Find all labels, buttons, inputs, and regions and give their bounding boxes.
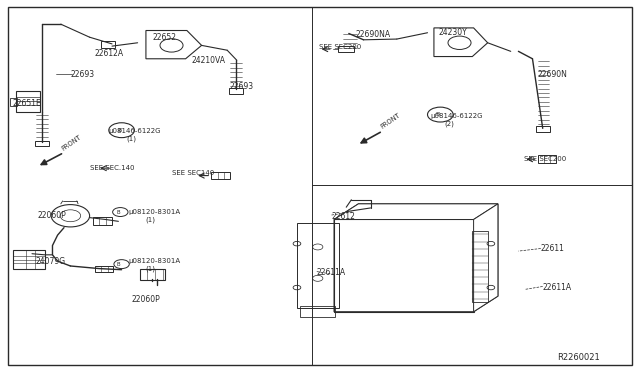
- Text: µ08146-6122G: µ08146-6122G: [430, 113, 483, 119]
- Bar: [536, 126, 550, 132]
- Bar: [35, 141, 49, 146]
- Text: SEE SEC.140: SEE SEC.140: [90, 165, 134, 171]
- Bar: [140, 269, 165, 280]
- Text: 24079G: 24079G: [35, 257, 65, 266]
- Text: FRONT: FRONT: [380, 112, 401, 130]
- Text: 22611: 22611: [541, 244, 564, 253]
- Bar: [16, 91, 40, 112]
- Text: 22611A: 22611A: [317, 268, 346, 277]
- Bar: [13, 250, 45, 269]
- Text: µ08120-8301A: µ08120-8301A: [128, 258, 180, 264]
- Polygon shape: [334, 204, 498, 219]
- Text: µ08146-6122G: µ08146-6122G: [109, 128, 161, 134]
- Bar: [95, 266, 113, 272]
- Text: SEE SEC200: SEE SEC200: [319, 44, 361, 50]
- Bar: [538, 155, 556, 163]
- Text: 22612A: 22612A: [94, 49, 124, 58]
- Text: 22690N: 22690N: [538, 70, 568, 79]
- Text: (1): (1): [145, 265, 156, 272]
- Text: B: B: [436, 112, 440, 117]
- Text: 22060P: 22060P: [131, 295, 160, 304]
- Text: 22060P: 22060P: [37, 211, 66, 220]
- Bar: [10, 98, 17, 106]
- Text: 22693: 22693: [229, 82, 253, 91]
- Text: (2): (2): [445, 120, 454, 127]
- Text: B: B: [116, 262, 120, 267]
- Bar: [334, 219, 474, 312]
- Bar: [93, 217, 112, 225]
- Text: 22652: 22652: [152, 33, 177, 42]
- Bar: [297, 223, 339, 308]
- Text: 22611A: 22611A: [543, 283, 572, 292]
- Text: FRONT: FRONT: [61, 134, 83, 152]
- Text: 24230Y: 24230Y: [438, 28, 467, 37]
- Text: B: B: [117, 128, 122, 133]
- Text: (1): (1): [126, 135, 136, 142]
- Text: 22690NA: 22690NA: [355, 30, 390, 39]
- Bar: [338, 46, 354, 52]
- Text: (1): (1): [145, 216, 156, 223]
- Text: 22612: 22612: [332, 212, 355, 221]
- Bar: [101, 41, 115, 48]
- Text: B: B: [116, 209, 120, 215]
- Text: µ08120-8301A: µ08120-8301A: [128, 209, 180, 215]
- Text: SEE SEC200: SEE SEC200: [524, 156, 566, 162]
- Polygon shape: [474, 204, 498, 312]
- Bar: [472, 231, 488, 302]
- Text: 24210VA: 24210VA: [192, 56, 226, 65]
- Text: SEE SEC140: SEE SEC140: [172, 170, 214, 176]
- Bar: [229, 88, 243, 94]
- Bar: [211, 172, 230, 179]
- Text: 22651E: 22651E: [13, 99, 42, 108]
- Text: 22693: 22693: [70, 70, 95, 79]
- Bar: [300, 306, 335, 317]
- Text: R2260021: R2260021: [557, 353, 600, 362]
